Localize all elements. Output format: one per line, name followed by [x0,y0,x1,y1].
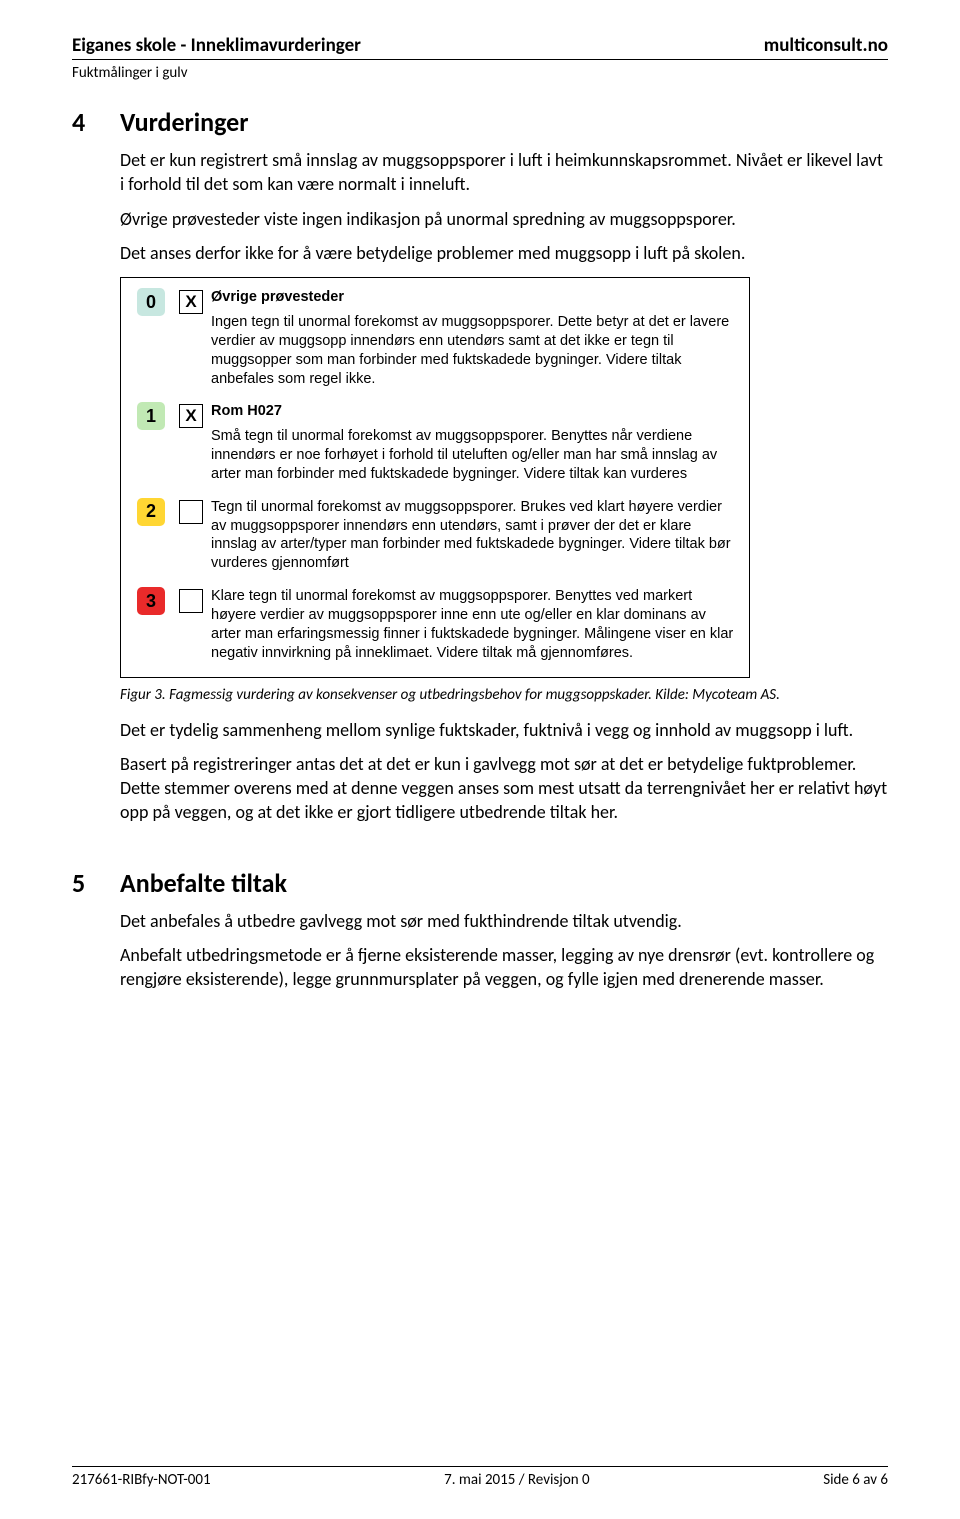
severity-badge-3: 3 [137,587,165,615]
figure-row-desc: Tegn til unormal forekomst av muggsoppsp… [211,498,735,573]
severity-checkbox-0: X [179,290,203,314]
figure-row-label: Øvrige prøvesteder [211,288,735,307]
severity-badge-1: 1 [137,402,165,430]
severity-badge-0: 0 [137,288,165,316]
section-4-p2: Øvrige prøvesteder viste ingen indikasjo… [120,207,888,231]
section-5-title: Anbefalte tiltak [120,867,888,899]
severity-checkbox-2 [179,500,203,524]
section-5: 5 Anbefalte tiltak Det anbefales å utbed… [72,867,888,1002]
figure-row-label: Rom H027 [211,402,735,421]
figure-row-desc: Ingen tegn til unormal forekomst av mugg… [211,313,735,388]
section-4-number: 4 [72,106,120,138]
footer-right: Side 6 av 6 [823,1471,888,1489]
figure-row: 2 Tegn til unormal forekomst av muggsopps… [131,498,735,573]
section-4-p1: Det er kun registrert små innslag av mug… [120,148,888,197]
section-4-p3: Det anses derfor ikke for å være betydel… [120,241,888,265]
severity-badge-2: 2 [137,498,165,526]
severity-checkbox-3 [179,589,203,613]
footer-left: 217661-RIBfy-NOT-001 [72,1471,211,1489]
section-5-p1: Det anbefales å utbedre gavlvegg mot sør… [120,909,888,933]
figure-3-box: 0XØvrige prøvestederIngen tegn til unorm… [120,277,750,677]
figure-row-desc: Små tegn til unormal forekomst av muggso… [211,427,735,484]
figure-row: 0X Øvrige prøvesteder Ingen tegn til unorm… [131,288,735,388]
severity-checkbox-1: X [179,404,203,428]
section-4: 4 Vurderinger Det er kun registrert små … [72,106,888,835]
header-title-right: multiconsult.no [764,34,888,57]
page-header: Eiganes skole - Inneklimavurderinger mul… [72,34,888,60]
section-4-title: Vurderinger [120,106,888,138]
section-5-p2: Anbefalt utbedringsmetode er å fjerne ek… [120,943,888,992]
footer-center: 7. mai 2015 / Revisjon 0 [444,1471,590,1489]
figure-3-caption: Figur 3. Fagmessig vurdering av konsekve… [120,686,888,704]
page-footer: 217661-RIBfy-NOT-001 7. mai 2015 / Revis… [72,1466,888,1489]
header-subtitle: Fuktmålinger i gulv [72,64,888,82]
figure-row-desc: Klare tegn til unormal forekomst av mugg… [211,587,735,662]
section-4-p5: Basert på registreringer antas det at de… [120,752,888,825]
section-4-p4: Det er tydelig sammenheng mellom synlige… [120,718,888,742]
header-title-left: Eiganes skole - Inneklimavurderinger [72,34,361,57]
figure-row: 3 Klare tegn til unormal forekomst av mug… [131,587,735,662]
section-5-number: 5 [72,867,120,899]
figure-row: 1X Rom H027 Små tegn til unormal forekomst… [131,402,735,483]
